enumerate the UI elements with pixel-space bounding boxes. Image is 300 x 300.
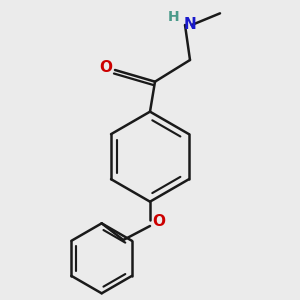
- Text: H: H: [167, 10, 179, 24]
- Text: O: O: [99, 60, 112, 75]
- Text: O: O: [152, 214, 165, 229]
- Text: N: N: [184, 17, 196, 32]
